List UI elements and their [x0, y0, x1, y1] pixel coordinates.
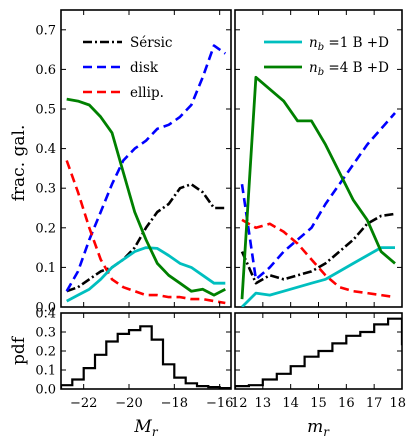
top-left-series-0 [66, 182, 226, 293]
top-left-series-3 [66, 246, 226, 303]
axis-ticks [61, 10, 403, 390]
xtick-label-right: 16 [338, 396, 355, 411]
xtick-label-right: 13 [255, 396, 272, 411]
legend-disk-label: disk [130, 60, 159, 76]
top-right-series-4 [240, 75, 396, 300]
top-right-series-0 [240, 212, 396, 285]
xtick-label-left: −16 [206, 396, 233, 411]
xtick-label-left: −22 [70, 396, 97, 411]
tick-labels: 0.0 0.1 0.2 0.3 0.4 0.5 0.6 0.7 0.0 0.1 0.2 0.3 0.4 −… [35, 23, 406, 411]
legend-nb1-label: nb =1 B +D [309, 35, 389, 53]
legend-top-right: nb =1 B +D nb =4 B +D [264, 35, 389, 78]
xtick-label-right: 14 [282, 396, 299, 411]
ytick-label-top: 0.5 [35, 103, 56, 118]
xtick-label-right: 12 [231, 396, 248, 411]
top-right-lines [240, 75, 396, 307]
ytick-label-bottom: 0.0 [35, 383, 56, 398]
ytick-label-top: 0.0 [35, 301, 56, 316]
ytick-label-top: 0.3 [35, 182, 56, 197]
bottom-right-histogram-step [235, 317, 402, 389]
bottom-left-histogram [61, 325, 231, 389]
xtick-label-right: 15 [310, 396, 327, 411]
top-right-series-3 [241, 246, 395, 307]
legend-nb4-label: nb =4 B +D [309, 60, 389, 78]
x-axis-title-right: mr [307, 417, 330, 439]
legend-sersic-label: Sérsic [130, 35, 173, 51]
x-axis-title-left: Mr [133, 417, 158, 439]
y-axis-title-top: frac. gal. [9, 125, 29, 202]
xtick-label-left: −20 [115, 396, 142, 411]
xtick-label-right: 17 [366, 396, 383, 411]
panel-bottom-left-frame [60, 312, 232, 390]
ytick-label-top: 0.1 [35, 261, 56, 276]
ytick-label-top: 0.4 [35, 142, 56, 157]
ytick-label-bottom: 0.4 [35, 307, 56, 322]
panel-top-left-frame [60, 9, 232, 308]
ytick-label-top: 0.7 [35, 23, 56, 38]
y-axis-title-bottom: pdf [9, 335, 29, 365]
legend-top-left: Sérsic disk ellip. [83, 35, 173, 101]
bottom-right-histogram [235, 317, 402, 389]
ytick-label-bottom: 0.3 [35, 326, 56, 341]
ytick-label-top: 0.6 [35, 63, 56, 78]
panel-top-right-frame [234, 9, 403, 308]
xtick-label-right: 18 [389, 396, 406, 411]
xtick-label-left: −18 [161, 396, 188, 411]
ytick-label-bottom: 0.2 [35, 345, 56, 360]
bottom-left-histogram-step [61, 325, 231, 389]
top-left-series-1 [65, 44, 227, 292]
top-right-series-1 [240, 112, 396, 281]
legend-ellip-label: ellip. [130, 85, 164, 101]
top-left-series-2 [65, 160, 226, 305]
ytick-label-top: 0.2 [35, 221, 56, 236]
top-left-series-4 [66, 97, 226, 297]
top-left-lines [65, 44, 227, 305]
ytick-label-bottom: 0.1 [35, 364, 56, 379]
top-right-series-2 [241, 218, 396, 299]
